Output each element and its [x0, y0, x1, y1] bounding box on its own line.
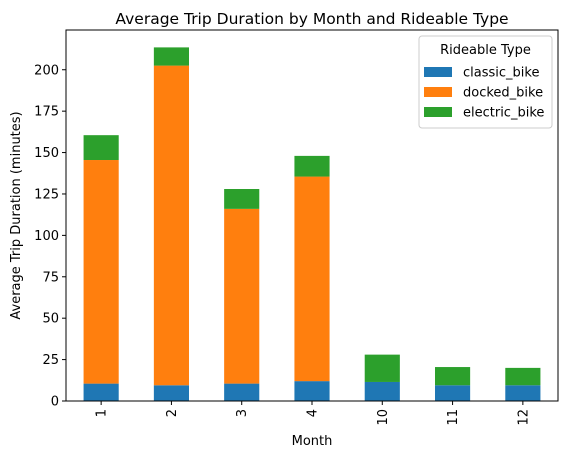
- y-tick-label: 50: [42, 312, 59, 327]
- legend-box: [418, 35, 553, 129]
- x-tick-label: 11: [446, 409, 461, 426]
- bar-electric_bike-10: [364, 354, 400, 382]
- bar-docked_bike-4: [294, 176, 330, 382]
- bar-electric_bike-4: [294, 155, 330, 177]
- legend: Rideable Type classic_bike docked_bikeele…: [418, 35, 553, 129]
- legend-label-docked_bike: docked_bike: [463, 86, 543, 101]
- bar-docked_bike-3: [224, 208, 260, 384]
- bar-classic_bike-4: [294, 381, 330, 402]
- y-tick-label: 175: [34, 105, 59, 120]
- bar-electric_bike-11: [435, 367, 471, 386]
- y-tick-label: 150: [34, 146, 59, 161]
- bar-classic_bike-1: [83, 383, 119, 401]
- y-tick-label: 25: [42, 353, 59, 368]
- x-tick-label: 3: [235, 409, 250, 417]
- x-axis-label: Month: [292, 434, 333, 449]
- y-tick-label: 75: [42, 270, 59, 285]
- bar-classic_bike-2: [153, 385, 189, 401]
- y-tick-label: 125: [34, 187, 59, 202]
- x-tick-label: 10: [376, 409, 391, 426]
- legend-swatch-classic_bike: [424, 67, 452, 77]
- legend-label-classic_bike: classic_bike: [463, 66, 539, 81]
- legend-label-electric_bike: electric_bike: [463, 106, 544, 121]
- y-axis: 0 25 50 75 100 125 150 175 200: [34, 63, 66, 410]
- bar-electric_bike-1: [83, 135, 119, 161]
- bar-electric_bike-12: [505, 367, 541, 386]
- bar-classic_bike-12: [505, 385, 541, 401]
- bar-classic_bike-3: [224, 383, 260, 401]
- bar-docked_bike-2: [153, 65, 189, 386]
- y-tick-label: 100: [34, 229, 59, 244]
- bar-classic_bike-10: [364, 381, 400, 401]
- x-tick-label: 4: [306, 409, 321, 417]
- x-tick-label: 1: [95, 409, 110, 417]
- legend-swatch-electric_bike: [424, 107, 452, 117]
- x-tick-label: 2: [165, 409, 180, 417]
- x-tick-label: 12: [516, 409, 531, 426]
- legend-swatch-docked_bike: [424, 87, 452, 97]
- bar-classic_bike-11: [435, 385, 471, 401]
- bar-docked_bike-1: [83, 160, 119, 384]
- x-axis: 1 2 3 4 10 11 12: [95, 401, 531, 426]
- y-tick-label: 200: [34, 63, 59, 78]
- bar-electric_bike-2: [153, 47, 189, 66]
- plot-frame: [65, 29, 559, 402]
- y-axis-label: Average Trip Duration (minutes): [9, 111, 24, 319]
- chart-title: Average Trip Duration by Month and Ridea…: [115, 10, 508, 28]
- bar-electric_bike-3: [224, 189, 260, 209]
- bars-group: [83, 47, 541, 402]
- legend-title: Rideable Type: [440, 43, 531, 58]
- y-tick-label: 0: [51, 395, 59, 410]
